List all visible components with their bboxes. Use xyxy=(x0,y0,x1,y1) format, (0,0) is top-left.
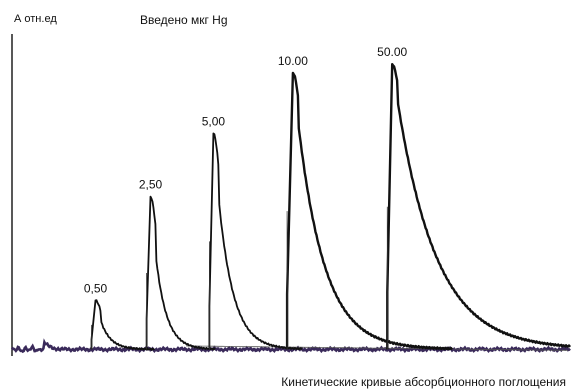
return-trace xyxy=(186,345,569,351)
peak-label-3: 5,00 xyxy=(202,114,226,128)
peak-label-group: 0,50 2,50 5,00 10.00 50.00 xyxy=(84,45,408,295)
chart-title: Введено мкг Hg xyxy=(140,13,228,27)
x-axis-label: Кинетические кривые абсорбционного погло… xyxy=(281,375,566,389)
peak-curve-5 xyxy=(386,63,571,350)
series-group xyxy=(10,63,571,354)
y-axis-label: А отн.ед xyxy=(14,13,57,25)
peak-label-1: 0,50 xyxy=(84,281,108,295)
peak-curve-1 xyxy=(90,299,156,351)
peak-curve-2 xyxy=(145,195,216,351)
peak-label-4: 10.00 xyxy=(278,54,308,68)
peak-label-5: 50.00 xyxy=(377,45,407,59)
peak-label-2: 2,50 xyxy=(139,178,163,192)
peak-curve-4 xyxy=(285,71,454,351)
